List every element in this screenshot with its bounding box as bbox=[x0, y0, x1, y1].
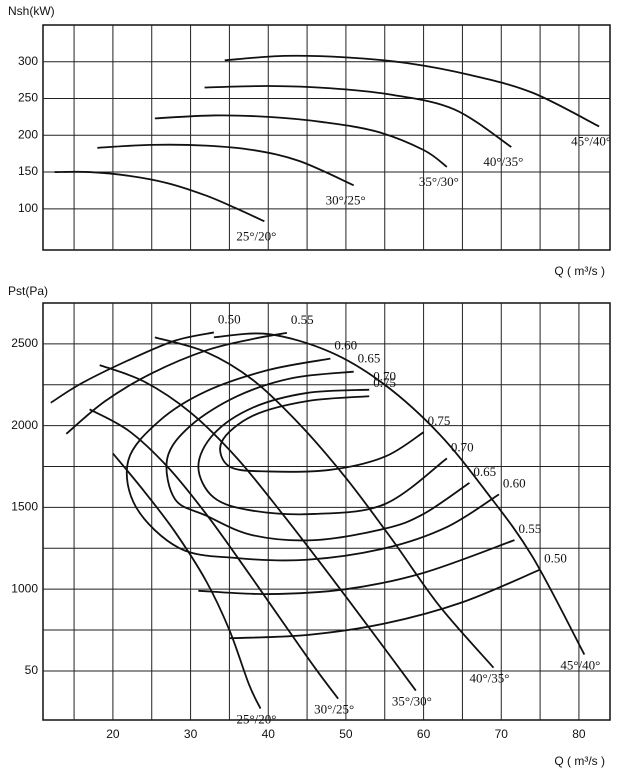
series-label: 30°/25° bbox=[326, 192, 366, 207]
x-tick-label: 70 bbox=[495, 727, 509, 741]
y-tick-label: 1000 bbox=[11, 581, 38, 595]
y-tick-label: 300 bbox=[18, 54, 38, 68]
y-axis-label: Pst(Pa) bbox=[8, 284, 48, 298]
series-label: 0.70 bbox=[451, 439, 474, 454]
y-tick-label: 50 bbox=[25, 663, 39, 677]
curve bbox=[165, 370, 470, 542]
curve bbox=[219, 395, 425, 473]
y-axis-label: Nsh(kW) bbox=[8, 4, 55, 18]
curve bbox=[54, 170, 265, 223]
curve bbox=[204, 85, 512, 148]
x-tick-label: 40 bbox=[262, 727, 276, 741]
series-label: 40°/35° bbox=[483, 154, 523, 169]
curve bbox=[213, 332, 586, 656]
series-label: 30°/25° bbox=[314, 702, 354, 717]
curve bbox=[112, 452, 262, 709]
series-label: 0.60 bbox=[334, 338, 357, 353]
series-label: 0.75 bbox=[428, 413, 451, 428]
curve bbox=[89, 408, 339, 700]
y-tick-label: 2500 bbox=[11, 336, 38, 350]
series-label: 25°/20° bbox=[236, 228, 276, 243]
series-label: 0.50 bbox=[218, 311, 241, 326]
series-label: 0.75 bbox=[373, 375, 396, 390]
curve bbox=[99, 364, 417, 692]
curve bbox=[65, 332, 515, 595]
y-tick-label: 100 bbox=[18, 201, 38, 215]
series-label: 0.60 bbox=[503, 475, 526, 490]
plot-frame bbox=[42, 24, 611, 251]
y-tick-label: 1500 bbox=[11, 500, 38, 514]
x-tick-label: 30 bbox=[184, 727, 198, 741]
y-tick-label: 200 bbox=[18, 127, 38, 141]
curve bbox=[97, 143, 355, 187]
series-label: 0.55 bbox=[291, 312, 314, 327]
curve bbox=[125, 357, 500, 562]
series-label: 25°/20° bbox=[236, 712, 276, 727]
y-tick-label: 250 bbox=[18, 91, 38, 105]
x-tick-label: 20 bbox=[106, 727, 120, 741]
curve bbox=[197, 388, 448, 516]
x-axis-label: Q ( m³/s ) bbox=[554, 264, 605, 278]
series-label: 0.70 bbox=[373, 369, 396, 384]
y-tick-label: 150 bbox=[18, 164, 38, 178]
plot-frame bbox=[42, 302, 611, 721]
y-tick-label: 2000 bbox=[11, 418, 38, 432]
series-label: 45°/40° bbox=[560, 658, 600, 673]
x-axis-label: Q ( m³/s ) bbox=[554, 754, 605, 768]
series-label: 35°/30° bbox=[419, 174, 459, 189]
series-label: 45°/40° bbox=[571, 133, 611, 148]
series-label: 35°/30° bbox=[392, 694, 432, 709]
x-tick-label: 80 bbox=[572, 727, 586, 741]
curve bbox=[154, 336, 495, 669]
x-tick-label: 60 bbox=[417, 727, 431, 741]
series-label: 0.55 bbox=[518, 521, 541, 536]
curve bbox=[224, 54, 600, 128]
curve bbox=[154, 114, 448, 168]
series-label: 0.65 bbox=[358, 351, 381, 366]
x-tick-label: 50 bbox=[339, 727, 353, 741]
series-label: 0.65 bbox=[473, 464, 496, 479]
curve bbox=[50, 331, 541, 640]
series-label: 40°/35° bbox=[469, 671, 509, 686]
series-label: 0.50 bbox=[544, 551, 567, 566]
